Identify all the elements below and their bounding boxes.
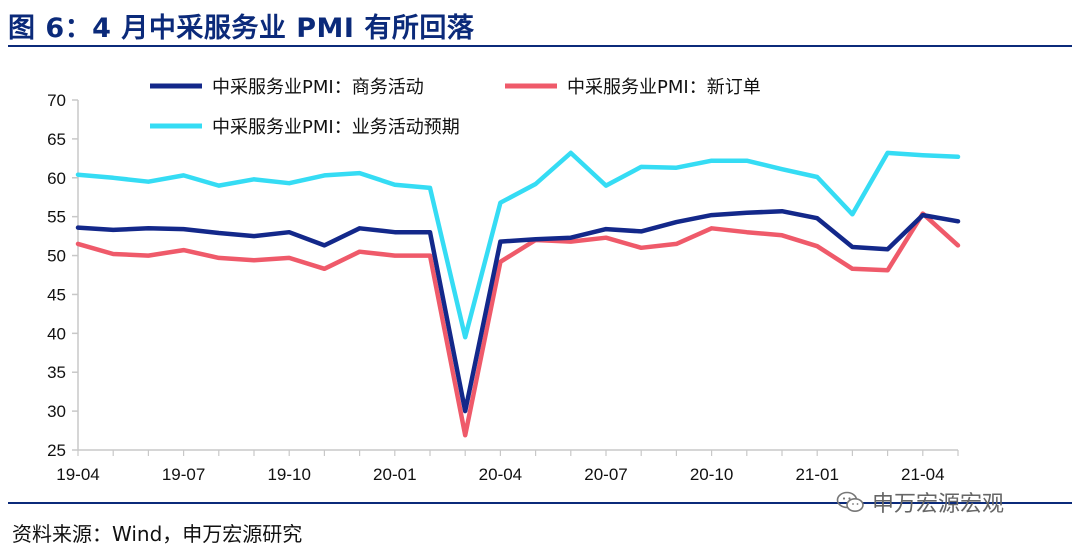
series-line-3: [75, 150, 961, 340]
y-tick-label: 35: [47, 363, 66, 382]
legend-label-1: 中采服务业PMI：商务活动: [212, 77, 424, 98]
legend-label-2: 中采服务业PMI：新订单: [567, 77, 761, 98]
x-tick-label: 20-04: [479, 465, 522, 484]
footer-divider: [8, 502, 1072, 504]
y-tick-label: 45: [47, 285, 66, 304]
x-axis: 19-04 19-07 19-10 20-01 20-04 20-07 20-10 21-01…: [56, 449, 959, 484]
x-tick-label: 19-10: [267, 465, 310, 484]
title-divider: [8, 45, 1072, 47]
watermark-text: 申万宏源宏观: [872, 492, 1005, 517]
figure-title: 图 6：4 月中采服务业 PMI 有所回落: [8, 13, 475, 44]
x-tick-label: 19-04: [56, 465, 99, 484]
x-tick-label: 20-01: [373, 465, 416, 484]
watermark: 申万宏源宏观: [836, 486, 1004, 518]
y-tick-label: 65: [47, 130, 66, 149]
y-tick-label: 60: [47, 169, 66, 188]
x-tick-label: 20-10: [690, 465, 733, 484]
source-note: 资料来源：Wind，申万宏源研究: [12, 522, 303, 546]
series-line-1: [75, 208, 961, 414]
x-tick-label: 20-07: [584, 465, 627, 484]
y-tick-label: 25: [47, 441, 66, 460]
x-tick-label: 21-04: [901, 465, 944, 484]
y-tick-label: 55: [47, 208, 66, 227]
line-chart: 25 30 35 40 45 50 55 60 65 70 19-04 19-07 19-10 20-0…: [47, 77, 961, 484]
y-tick-label: 30: [47, 402, 66, 421]
x-tick-label: 21-01: [795, 465, 838, 484]
y-axis: 25 30 35 40 45 50 55 60 65 70: [47, 91, 79, 460]
series-line-2: [75, 211, 961, 438]
y-tick-label: 50: [47, 247, 66, 266]
wechat-icon: [836, 491, 864, 512]
series-lines: [75, 150, 961, 438]
legend-label-3: 中采服务业PMI：业务活动预期: [212, 117, 460, 138]
x-tick-label: 19-07: [162, 465, 205, 484]
y-tick-label: 40: [47, 324, 66, 343]
y-tick-label: 70: [47, 91, 66, 110]
